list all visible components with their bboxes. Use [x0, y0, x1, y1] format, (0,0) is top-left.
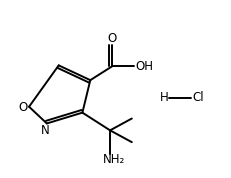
Text: Cl: Cl: [191, 91, 203, 104]
Text: O: O: [107, 32, 116, 45]
Text: O: O: [18, 101, 28, 114]
Text: H: H: [159, 91, 168, 104]
Text: N: N: [40, 124, 49, 137]
Text: OH: OH: [135, 60, 153, 73]
Text: NH₂: NH₂: [103, 153, 125, 166]
